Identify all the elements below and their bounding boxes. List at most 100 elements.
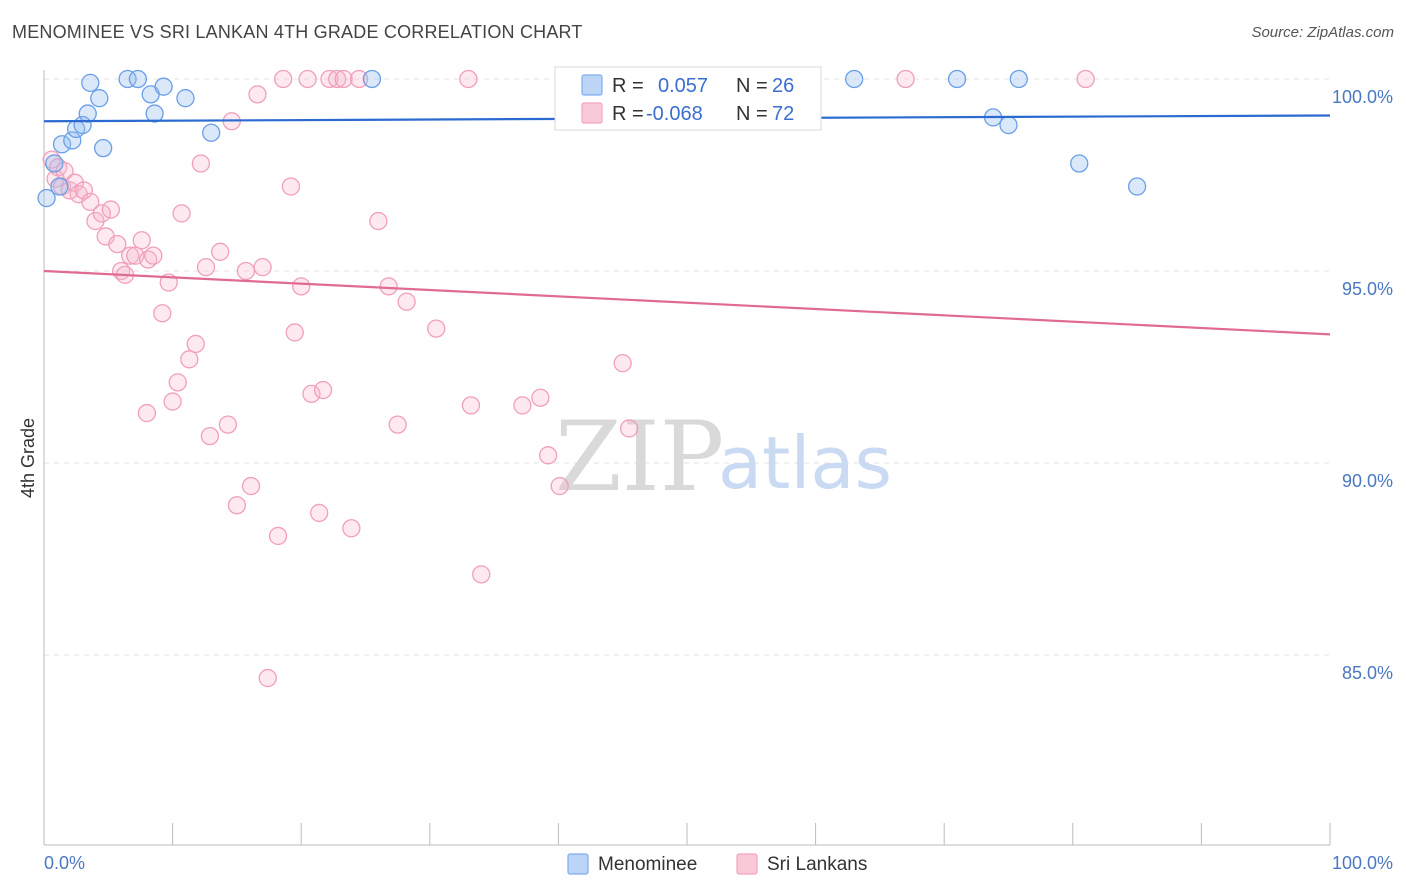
- chart-title: MENOMINEE VS SRI LANKAN 4TH GRADE CORREL…: [12, 22, 583, 42]
- sri-lankans-point: [427, 319, 446, 338]
- menominee-point: [94, 138, 113, 158]
- sri-lankans-point: [132, 231, 151, 250]
- legend-n-value-sri-lankans: 72: [772, 103, 794, 125]
- sri-lankans-point: [218, 415, 238, 434]
- sri-lankans-point: [200, 426, 220, 446]
- menominee-point: [145, 104, 164, 123]
- sri-lankans-point: [896, 69, 915, 89]
- sri-lankans-point: [258, 668, 277, 688]
- sri-lankans-point: [186, 334, 205, 354]
- menominee-point: [362, 69, 382, 89]
- bottom-legend-label-sri-lankans: Sri Lankans: [767, 854, 867, 875]
- sri-lankans-trend-line: [43, 269, 1331, 336]
- sri-lankans-point: [379, 277, 398, 296]
- menominee-point: [176, 89, 195, 108]
- menominee-point: [1070, 154, 1089, 173]
- legend-n-value-menominee: 26: [772, 75, 794, 97]
- sri-lankans-point: [334, 69, 353, 89]
- sri-lankans-point: [163, 392, 182, 411]
- sri-lankans-point: [281, 177, 301, 196]
- y-tick-label: 100.0%: [1332, 87, 1393, 107]
- trend-lines: [43, 114, 1331, 336]
- menominee-point: [78, 104, 97, 123]
- sri-lankans-point: [101, 200, 121, 219]
- legend-r-value-menominee: 0.057: [658, 75, 708, 97]
- sri-lankans-point: [236, 261, 256, 281]
- bottom-legend-swatch-sri-lankans: [736, 853, 758, 875]
- sri-lankans-point: [180, 350, 199, 369]
- sri-lankans-point: [191, 154, 211, 173]
- sri-lankans-point: [313, 380, 333, 400]
- menominee-point: [999, 115, 1018, 135]
- sri-lankans-points: [42, 69, 1095, 688]
- sri-lankans-point: [241, 476, 261, 496]
- y-tick-labels: 100.0% 95.0% 90.0% 85.0%: [1332, 87, 1393, 683]
- sri-lankans-point: [92, 204, 112, 223]
- sri-lankans-point: [1076, 69, 1095, 89]
- sri-lankans-point: [531, 388, 550, 407]
- sri-lankans-point: [121, 246, 140, 265]
- sri-lankans-point: [81, 192, 100, 212]
- x-ticks: [43, 823, 1331, 845]
- legend: R = 0.057 N = 26 R = -0.068 N = 72: [554, 66, 822, 131]
- legend-r-value-sri-lankans: -0.068: [646, 103, 703, 125]
- menominee-point: [45, 154, 64, 173]
- sri-lankans-point: [342, 519, 361, 538]
- sri-lankans-point: [550, 476, 569, 496]
- sri-lankans-point: [310, 503, 329, 523]
- legend-swatch-menominee: [581, 74, 603, 96]
- menominee-point: [52, 135, 72, 154]
- menominee-points: [37, 69, 1147, 208]
- bottom-legend-swatch-menominee: [567, 853, 589, 875]
- sri-lankans-point: [298, 69, 317, 89]
- sri-lankans-point: [538, 446, 558, 465]
- sri-lankans-point: [292, 277, 311, 296]
- sri-lankans-point: [619, 419, 639, 438]
- sri-lankans-point: [302, 384, 321, 404]
- legend-n-label-menominee: N =: [736, 75, 768, 97]
- sri-lankans-point: [168, 373, 187, 392]
- y-axis-label: 4th Grade: [18, 418, 38, 498]
- sri-lankans-point: [108, 234, 127, 254]
- menominee-point: [202, 123, 221, 142]
- menominee-point: [63, 131, 82, 150]
- watermark: ZIP atlas: [555, 401, 892, 513]
- sri-lankans-point: [388, 415, 407, 434]
- sri-lankans-point: [172, 204, 191, 223]
- x-tick-label-min: 0.0%: [44, 853, 85, 873]
- sri-lankans-point: [268, 526, 288, 546]
- sri-lankans-point: [613, 354, 632, 373]
- menominee-point: [90, 89, 109, 108]
- sri-lankans-point: [461, 396, 481, 415]
- sri-lankans-point: [74, 181, 94, 200]
- sri-lankans-point: [328, 69, 347, 89]
- sri-lankans-point: [153, 304, 172, 323]
- menominee-point: [128, 69, 148, 89]
- sri-lankans-point: [196, 258, 216, 277]
- legend-n-label-sri-lankans: N =: [736, 103, 768, 125]
- sri-lankans-point: [274, 69, 293, 89]
- bottom-legend-label-menominee: Menominee: [598, 854, 697, 875]
- sri-lankans-point: [227, 496, 247, 515]
- legend-swatch-sri-lankans: [581, 102, 603, 124]
- legend-r-label-menominee: R =: [612, 75, 644, 97]
- menominee-point: [37, 188, 56, 208]
- menominee-point: [1009, 69, 1028, 89]
- sri-lankans-point: [397, 292, 416, 311]
- sri-lankans-point: [459, 69, 478, 89]
- gridlines: [44, 78, 1330, 656]
- menominee-point: [50, 177, 69, 196]
- watermark-zip: ZIP: [555, 401, 724, 513]
- menominee-point: [81, 73, 100, 92]
- sri-lankans-point: [137, 403, 157, 423]
- sri-lankans-point: [349, 69, 369, 89]
- y-tick-label: 85.0%: [1342, 663, 1393, 683]
- y-tick-label: 95.0%: [1342, 279, 1393, 299]
- menominee-point: [154, 77, 173, 96]
- menominee-point: [947, 69, 967, 89]
- x-tick-label-max: 100.0%: [1332, 853, 1393, 873]
- source-label: Source: ZipAtlas.com: [1251, 24, 1394, 41]
- sri-lankans-point: [513, 396, 532, 415]
- sri-lankans-point: [248, 85, 267, 104]
